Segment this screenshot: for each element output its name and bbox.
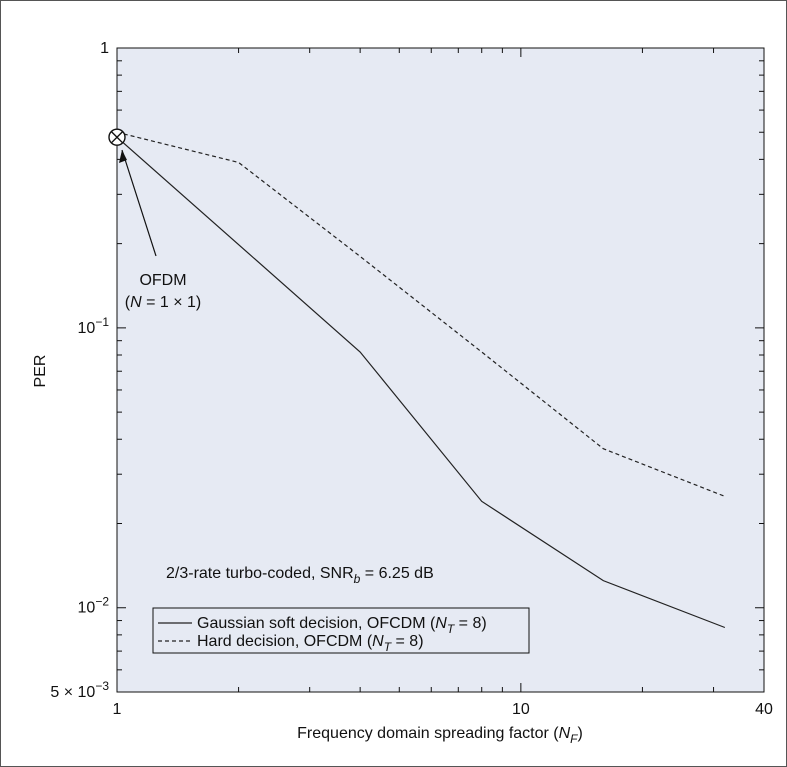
- ofdm-marker: [108, 128, 126, 146]
- x-tick-label: 40: [755, 701, 773, 718]
- y-tick-label: 5 × 10−3: [50, 679, 109, 701]
- ofdm-marker-group: [108, 128, 157, 257]
- ofdm-annotation-line2: (N = 1 × 1): [125, 294, 201, 311]
- ofdm-arrow: [121, 149, 157, 257]
- legend-box: [152, 607, 530, 654]
- ofdm-annotation-line1: OFDM: [139, 272, 186, 289]
- plot-area: [116, 47, 765, 693]
- condition-annotation: 2/3-rate turbo-coded, SNRb = 6.25 dB: [166, 565, 434, 586]
- axis-ticks: 1 10 40 1 10−1 10−2 5 × 10−3: [50, 40, 773, 718]
- ofdm-arrowhead: [119, 150, 127, 163]
- x-axis-title: Frequency domain spreading factor (NF): [297, 725, 583, 746]
- legend-label-hard: Hard decision, OFCDM (NT = 8): [197, 633, 424, 654]
- y-tick-label: 10−2: [78, 595, 110, 617]
- series-line-hard-decision: [116, 131, 726, 497]
- series-line-soft-decision: [116, 136, 726, 629]
- series-layer: [116, 131, 726, 629]
- y-tick-label: 10−1: [78, 315, 110, 337]
- y-tick-label: 1: [100, 40, 109, 57]
- x-tick-label: 10: [512, 701, 530, 718]
- y-axis-title: PER: [32, 355, 49, 388]
- legend: Gaussian soft decision, OFCDM (NT = 8) H…: [152, 607, 530, 654]
- x-tick-label: 1: [113, 701, 122, 718]
- legend-label-soft: Gaussian soft decision, OFCDM (NT = 8): [197, 615, 487, 636]
